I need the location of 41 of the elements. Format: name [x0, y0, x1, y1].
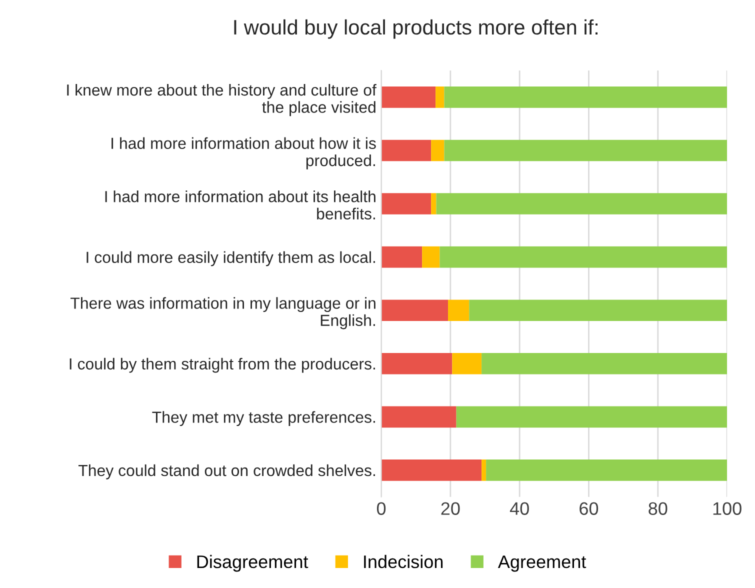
chart-title: I would buy local products more often if: — [234, 19, 598, 39]
bar — [486, 460, 728, 481]
y-tick-label: I knew more about the history and culture of the place visited — [67, 84, 376, 116]
bar — [381, 140, 432, 162]
bar — [381, 193, 432, 214]
legend-label: Disagreement — [197, 554, 308, 572]
bar — [469, 300, 728, 322]
bar — [381, 460, 482, 481]
y-tick-label: They met my taste preferences. — [152, 411, 375, 426]
legend-label: Agreement — [498, 556, 586, 572]
bar — [381, 246, 422, 268]
bar — [436, 86, 444, 108]
x-tick-label: 100 — [713, 502, 742, 515]
bar — [444, 140, 728, 162]
bar — [381, 352, 452, 374]
x-tick-label: 40 — [510, 502, 529, 515]
y-tick-label: I had more information about its health benefits. — [105, 190, 376, 220]
bar — [431, 140, 444, 162]
bar — [482, 460, 486, 481]
x-tick-label: 80 — [648, 502, 668, 515]
bar — [431, 193, 436, 214]
bar — [381, 406, 456, 428]
bar — [482, 352, 728, 374]
y-tick-label: I could more easily identify them as local. — [86, 251, 375, 266]
bar — [381, 300, 448, 322]
x-tick-label: 0 — [376, 502, 386, 515]
bar — [422, 246, 440, 268]
x-tick-label: 60 — [580, 502, 598, 515]
x-tick-label: 20 — [441, 502, 460, 515]
y-tick-label: I had more information about how it is produced. — [112, 137, 376, 170]
bar — [444, 86, 728, 108]
bar — [448, 300, 470, 322]
bar — [381, 86, 436, 108]
bar — [452, 352, 482, 374]
bar — [440, 246, 728, 268]
legend-label: Indecision — [364, 554, 443, 568]
bar — [436, 193, 728, 214]
y-tick-label: They could stand out on crowded shelves. — [78, 464, 375, 480]
y-tick-label: I could by them straight from the producers. — [70, 358, 375, 373]
bar — [456, 406, 728, 428]
y-tick-label: There was information in my language or in English. — [70, 297, 376, 330]
